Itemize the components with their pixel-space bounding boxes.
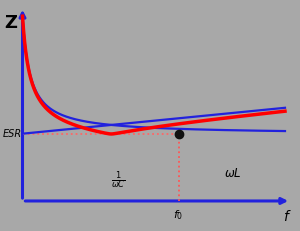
Text: $f_0$: $f_0$ <box>173 208 184 222</box>
Text: Z: Z <box>4 14 17 32</box>
Text: ESR: ESR <box>3 129 22 139</box>
Text: $\omega L$: $\omega L$ <box>224 167 241 180</box>
Text: $\frac{1}{\omega C}$: $\frac{1}{\omega C}$ <box>111 169 126 191</box>
Text: f: f <box>283 210 287 224</box>
